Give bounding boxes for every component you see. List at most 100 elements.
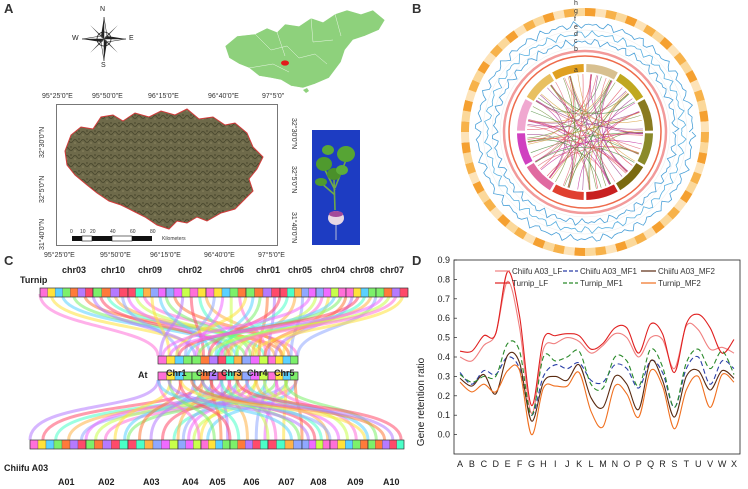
ring-h-segment — [465, 162, 476, 175]
scale-80: 80 — [150, 229, 156, 235]
turnip-block — [119, 287, 129, 298]
ring-h-segment — [523, 232, 536, 245]
synteny-link — [540, 94, 566, 178]
synteny-link — [547, 87, 644, 134]
ring-h-segment — [483, 198, 497, 212]
synteny-ribbon-top — [252, 293, 405, 357]
synteny-link — [597, 80, 612, 185]
synteny-ribbon-top — [168, 293, 385, 357]
synteny-link — [537, 93, 629, 115]
a03-A07: A07 — [278, 477, 295, 487]
track-guide — [491, 38, 679, 226]
synteny-link — [582, 74, 592, 191]
bottom-tick-4: 96°40'0"E — [204, 252, 235, 259]
ring-h-segment — [667, 44, 680, 58]
turnip-block — [271, 287, 281, 298]
a03-A10: A10 — [383, 477, 400, 487]
synteny-plot — [28, 287, 409, 450]
county-map — [64, 108, 264, 230]
x-tick-label: C — [481, 459, 488, 469]
turnip-block — [360, 287, 369, 298]
compass-w: W — [72, 35, 79, 42]
synteny-link — [527, 125, 590, 190]
panel-c-letter: C — [4, 253, 14, 268]
turnip-block — [368, 287, 377, 298]
turnip-block — [173, 287, 183, 298]
x-tick-label: L — [589, 459, 594, 469]
ring-h-segment — [615, 241, 628, 252]
x-tick-label: M — [599, 459, 607, 469]
turnip-chr08: chr08 — [350, 265, 375, 275]
synteny-link — [563, 78, 576, 188]
turnip-block — [375, 287, 385, 298]
x-tick-label: F — [517, 459, 523, 469]
turnip-block — [294, 287, 302, 298]
a03-block — [329, 439, 338, 450]
ring-h-segment — [634, 232, 647, 245]
synteny-link — [528, 112, 640, 145]
turnip-block — [245, 287, 255, 298]
x-tick-label: P — [636, 459, 642, 469]
turnip-block — [54, 287, 63, 298]
ring-label-h: h — [574, 0, 578, 7]
series-line-Chiifu-A03_LF — [459, 280, 735, 414]
ring-h-segment — [595, 246, 607, 256]
turnip-block — [39, 287, 48, 298]
a03-block — [345, 439, 353, 450]
right-tick-3: 31°40'0"N — [290, 212, 297, 244]
ring-h-segment — [465, 89, 476, 102]
turnip-block — [143, 287, 151, 298]
ring-h-segment — [542, 12, 555, 23]
ring-h-segment — [690, 79, 702, 93]
turnip-block — [308, 287, 317, 298]
bottom-tick-5: 97°5'0"E — [258, 252, 285, 259]
china-map — [224, 9, 386, 93]
scale-20: 20 — [90, 229, 96, 235]
scale-bar — [72, 235, 152, 242]
circos-plot — [461, 8, 709, 256]
turnip-block — [70, 287, 79, 298]
synteny-ribbon-bottom — [178, 379, 232, 441]
turnip-label: Turnip — [20, 275, 48, 285]
ring-h-segment — [634, 19, 647, 32]
turnip-block — [330, 287, 339, 298]
synteny-link — [568, 130, 644, 188]
a03-block — [389, 439, 397, 450]
ring-label-c: c — [574, 38, 578, 45]
at-block-lower-outline — [267, 371, 299, 381]
x-tick-label: R — [659, 459, 666, 469]
synteny-ribbon-bottom — [113, 379, 172, 441]
ring-h-segment — [490, 206, 503, 220]
a03-block — [315, 439, 324, 450]
top-tick-1: 95°25'0"E — [42, 93, 73, 100]
top-tick-4: 96°40'0"E — [208, 93, 239, 100]
left-tick-1: 32°30'0"N — [39, 126, 46, 158]
y-tick-label: 0.5 — [437, 333, 450, 343]
ring-h-segment — [563, 8, 575, 18]
a03-block — [337, 439, 346, 450]
ring-h-segment — [699, 110, 709, 122]
series-line-Turnip_LF — [459, 271, 735, 407]
synteny-link — [564, 77, 644, 134]
x-tick-label: K — [576, 459, 582, 469]
synteny-link — [535, 100, 641, 150]
at-block-upper — [191, 355, 201, 365]
turnip-block — [158, 287, 167, 298]
at-block-upper — [166, 355, 176, 365]
ring-label-f: f — [574, 16, 576, 23]
synteny-ribbon-bottom — [149, 379, 196, 441]
ring-h-segment — [461, 110, 471, 122]
ring-h-segment — [513, 227, 527, 240]
retention-line-chart: Gene retention ratio 0.9 0.8 0.7 0.6 0.5 0.4 0… — [416, 255, 741, 469]
ring-h-segment — [585, 8, 596, 17]
at-block-upper — [183, 355, 193, 365]
synteny-link — [527, 137, 628, 172]
a03-A05: A05 — [209, 477, 226, 487]
synteny-link — [541, 93, 640, 154]
ring-h-segment — [477, 60, 490, 74]
a03-block — [308, 439, 317, 450]
turnip-block — [391, 287, 401, 298]
turnip-block — [221, 287, 231, 298]
at-block-upper — [275, 355, 284, 365]
synteny-link — [548, 87, 623, 178]
